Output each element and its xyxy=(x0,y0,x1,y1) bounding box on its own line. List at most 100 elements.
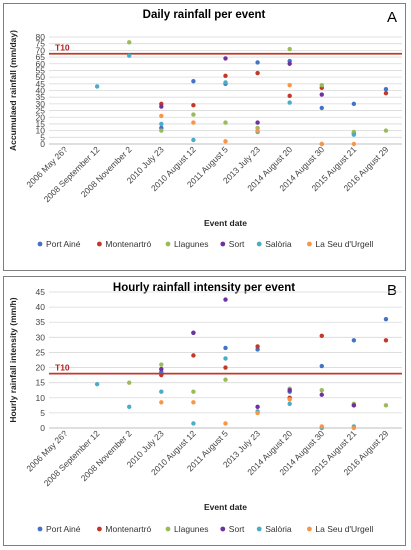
data-point xyxy=(191,103,196,108)
legend-marker xyxy=(307,526,312,532)
data-point xyxy=(127,404,132,410)
data-point xyxy=(319,105,324,111)
legend-label: Montenartró xyxy=(105,524,151,534)
data-point xyxy=(319,82,324,88)
legend-label: La Seu d'Urgell xyxy=(315,239,373,249)
data-point xyxy=(319,92,324,97)
data-point xyxy=(287,82,292,88)
threshold-label: T10 xyxy=(55,363,70,373)
data-point xyxy=(94,84,100,89)
data-point xyxy=(319,333,324,339)
legend-label: Sort xyxy=(229,239,245,249)
data-point xyxy=(159,366,164,372)
data-point xyxy=(255,344,260,349)
legend-marker xyxy=(307,241,312,247)
data-point xyxy=(191,400,196,405)
data-point xyxy=(159,400,164,405)
legend-marker xyxy=(256,526,262,532)
y-tick-label: 25 xyxy=(36,106,46,116)
data-point xyxy=(383,338,389,343)
data-point xyxy=(255,60,260,65)
y-tick-label: 75 xyxy=(36,39,46,49)
data-point xyxy=(287,100,292,105)
x-axis-label: Event date xyxy=(204,502,247,512)
data-point xyxy=(319,388,324,393)
y-tick-label: 15 xyxy=(36,378,46,388)
data-point xyxy=(287,401,292,407)
legend-marker xyxy=(220,526,226,532)
x-tick-label: 2008 September 12 xyxy=(42,428,102,488)
data-point xyxy=(351,338,357,343)
y-tick-label: 5 xyxy=(40,408,45,418)
data-point xyxy=(223,80,228,85)
data-point xyxy=(255,347,260,352)
data-point xyxy=(351,141,357,147)
legend-label: Salòria xyxy=(265,239,292,249)
data-point xyxy=(223,139,228,144)
data-point xyxy=(191,112,196,117)
data-point xyxy=(287,61,292,66)
y-tick-label: 5 xyxy=(40,132,45,142)
data-point xyxy=(223,73,228,78)
data-point xyxy=(255,404,260,410)
data-point xyxy=(159,369,164,375)
data-point xyxy=(223,365,228,370)
y-tick-label: 40 xyxy=(36,86,46,96)
data-point xyxy=(191,389,196,394)
y-tick-label: 10 xyxy=(36,126,46,136)
data-point xyxy=(383,90,389,96)
y-tick-label: 30 xyxy=(36,332,46,342)
legend-label: Montenartró xyxy=(105,239,151,249)
legend-marker xyxy=(97,526,102,532)
chart-title: Daily rainfall per event xyxy=(143,9,266,21)
chart-title: Hourly rainfall intensity per event xyxy=(113,282,295,294)
chart-daily-rainfall: Daily rainfall per event A051015202530354… xyxy=(8,9,402,249)
legend-marker xyxy=(256,241,262,247)
data-point xyxy=(191,120,196,125)
y-axis-label: Accumulaed rainfall (mm/day) xyxy=(8,30,18,151)
data-point xyxy=(223,356,228,361)
chart-hourly-intensity: Hourly rainfall intensity per event B 0 5 10… xyxy=(8,282,402,534)
y-tick-label: 0 xyxy=(40,423,45,433)
y-tick-label: 35 xyxy=(36,92,46,102)
y-tick-label: 20 xyxy=(36,363,46,373)
data-point xyxy=(159,389,164,394)
data-point xyxy=(255,410,260,416)
legend-label: Salòria xyxy=(265,524,292,534)
data-point xyxy=(223,345,228,351)
data-point xyxy=(159,121,164,127)
data-point xyxy=(351,101,357,107)
y-tick-label: 70 xyxy=(36,45,46,55)
data-point xyxy=(223,56,228,61)
x-tick-label: 2008 September 12 xyxy=(42,144,102,204)
legend-label: La Seu d'Urgell xyxy=(315,524,373,534)
data-point xyxy=(159,113,164,119)
y-tick-label: 80 xyxy=(36,32,46,42)
y-tick-label: 0 xyxy=(40,139,45,149)
data-point xyxy=(319,392,324,397)
legend-marker xyxy=(220,241,226,247)
y-tick-label: 60 xyxy=(36,59,46,69)
y-tick-label: 45 xyxy=(36,79,46,89)
data-point xyxy=(127,40,132,45)
data-point xyxy=(94,381,100,387)
data-point xyxy=(351,403,357,408)
y-tick-label: 55 xyxy=(36,65,46,75)
y-tick-label: 10 xyxy=(36,393,46,403)
data-point xyxy=(319,363,324,369)
data-point xyxy=(255,70,260,76)
data-point xyxy=(383,403,389,408)
data-point xyxy=(255,128,260,133)
data-point xyxy=(223,377,228,382)
data-point xyxy=(287,388,292,393)
data-point xyxy=(319,424,324,429)
data-point xyxy=(255,120,260,125)
data-point xyxy=(351,132,357,137)
data-point xyxy=(191,137,196,143)
data-point xyxy=(383,86,389,92)
panel-letter: B xyxy=(387,282,397,299)
threshold-label: T10 xyxy=(55,43,70,53)
y-axis-label: Hourly rainfall intensity (mm/h) xyxy=(8,297,18,422)
panel-hourly-intensity: Hourly rainfall intensity per event B 0 5 10… xyxy=(3,276,406,546)
